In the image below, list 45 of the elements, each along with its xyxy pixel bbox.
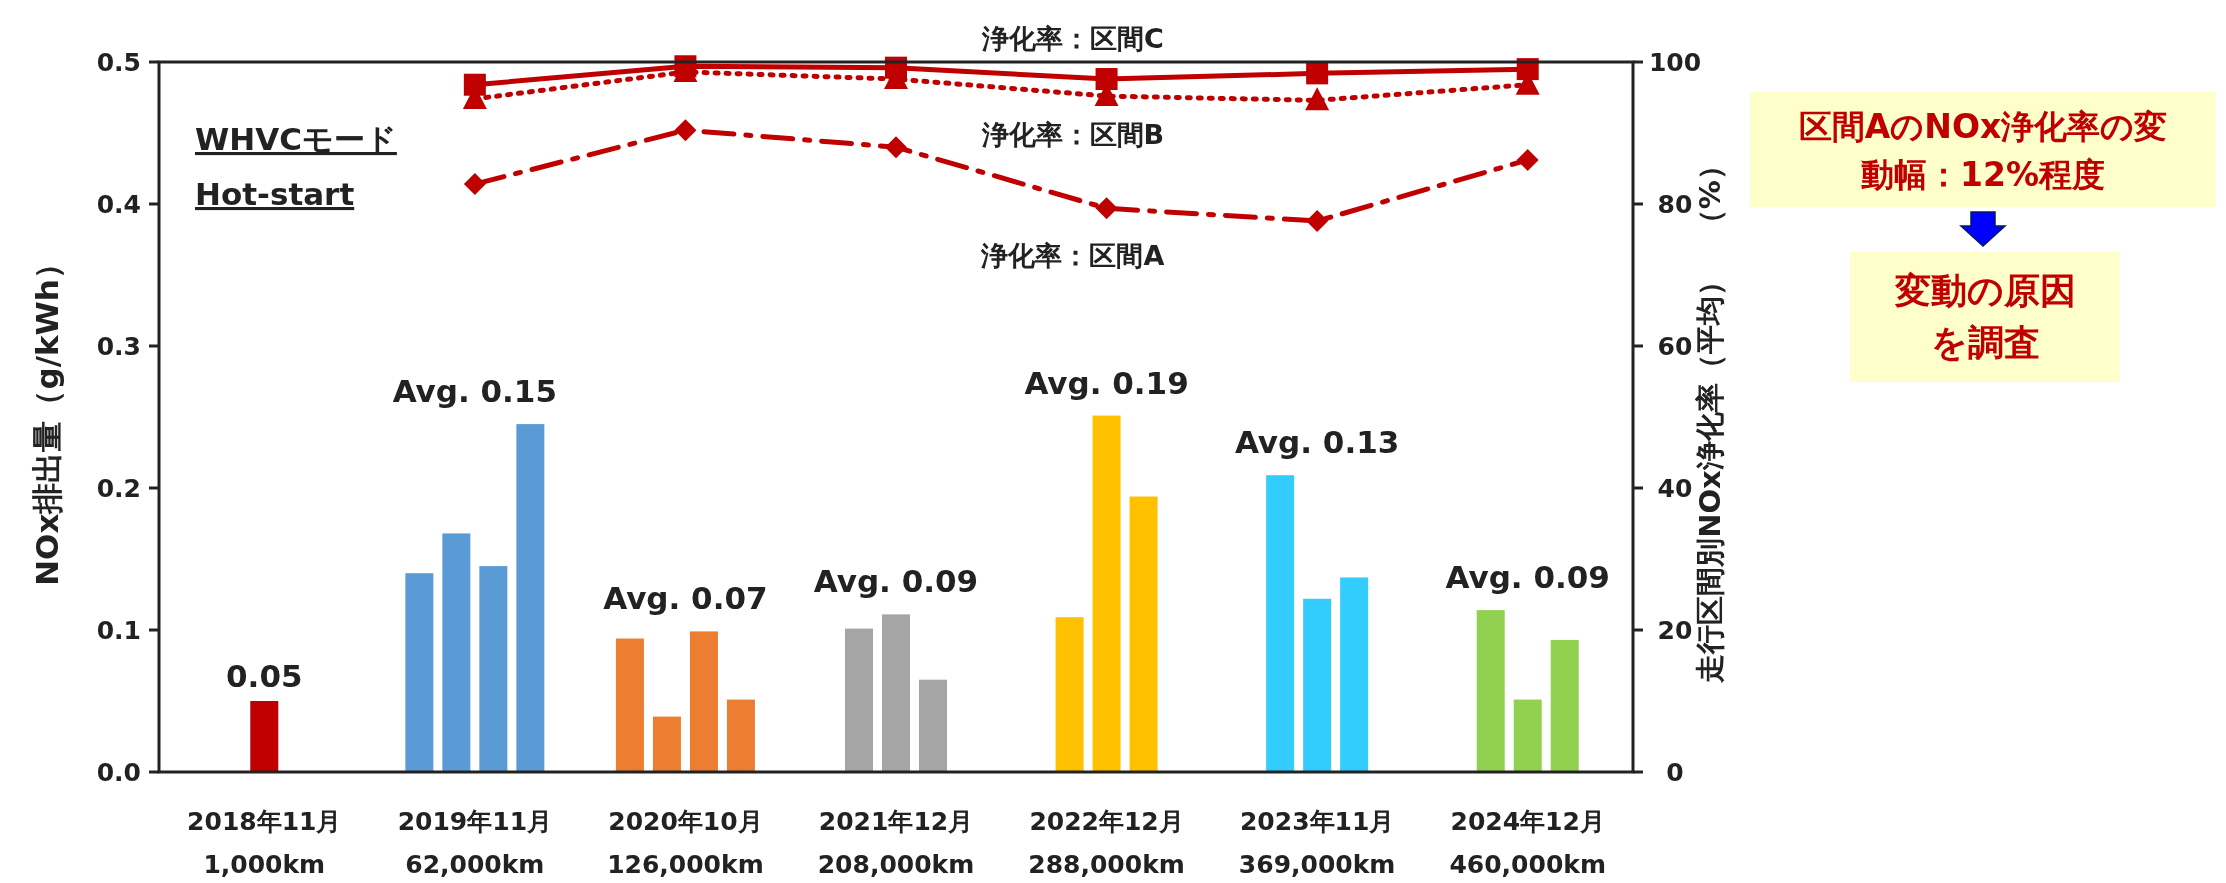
annotation: Avg. 0.13 — [1234, 424, 1400, 461]
x-tick-label: 2023年11月 369,000km — [1238, 807, 1396, 879]
y-tick-label: 0.3 — [96, 332, 141, 361]
annotation: Avg. 0.09 — [813, 563, 979, 600]
x-tick-label: 2022年12月 288,000km — [1028, 807, 1185, 879]
annotation: Hot-start — [195, 176, 355, 212]
series-label: 浄化率：区間A — [980, 240, 1165, 272]
x-tick-label: 2018年11月 1,000km — [187, 807, 342, 879]
x-tick-label: 2024年12月 460,000km — [1449, 807, 1606, 879]
point — [885, 136, 907, 159]
y2-tick-label: 60 — [1657, 332, 1693, 361]
annotation: Avg. 0.09 — [1445, 559, 1610, 596]
y-tick-label: 0.2 — [96, 474, 141, 503]
annotation: Avg. 0.15 — [392, 373, 558, 410]
y-axis-title: NOx排出量（g/kWh） — [29, 248, 65, 586]
point — [463, 73, 486, 96]
point — [1306, 210, 1329, 233]
series-label: 浄化率：区間B — [980, 119, 1165, 151]
point — [674, 119, 697, 142]
point — [1306, 62, 1329, 85]
y2-tick-label: 80 — [1657, 190, 1693, 219]
point — [1095, 68, 1118, 91]
y-tick-label: 0.5 — [96, 48, 141, 77]
x-tick-label: 2020年10月 126,000km — [607, 807, 764, 879]
point — [1095, 197, 1118, 220]
x-tick-label: 2019年11月 62,000km — [397, 807, 553, 879]
text: 変動の原因を調査 — [1893, 270, 2076, 363]
point — [463, 173, 486, 196]
y2-tick-label: 40 — [1657, 474, 1693, 503]
y-tick-label: 0.0 — [96, 758, 141, 787]
y2-tick-label: 0 — [1666, 758, 1684, 787]
annotation: Avg. 0.07 — [603, 580, 768, 617]
y2-tick-label: 20 — [1657, 616, 1693, 645]
x-tick-label: 2021年12月 208,000km — [817, 807, 975, 879]
y-tick-label: 0.1 — [96, 616, 141, 645]
series-label: 浄化率：区間C — [980, 23, 1164, 54]
data-label: 0.05 — [226, 658, 303, 694]
annotation: Avg. 0.19 — [1024, 364, 1189, 401]
text: 区間AのNOx浄化率の変動幅：12%程度 — [1798, 107, 2168, 194]
point — [1305, 87, 1330, 111]
annotation: WHVCモード — [195, 121, 397, 157]
y2-tick-label: 100 — [1648, 48, 1702, 77]
point — [1516, 148, 1539, 171]
y-tick-label: 0.4 — [96, 190, 141, 219]
y2-axis-title: 走行区間別NOx浄化率（平均） （%） — [1693, 151, 1727, 684]
